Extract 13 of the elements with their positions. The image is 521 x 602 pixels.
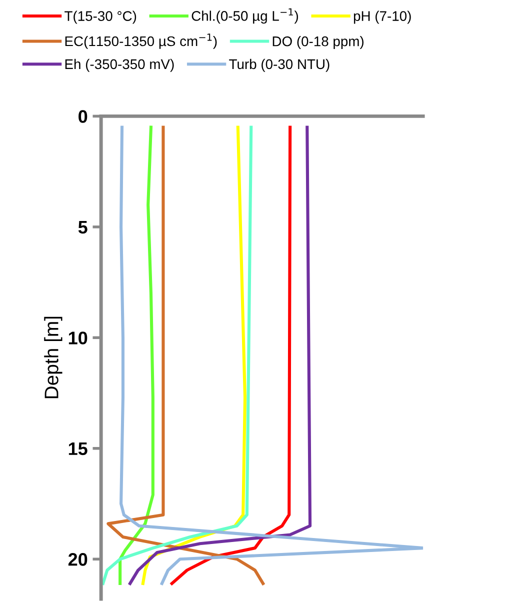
- y-axis-title: Depth [m]: [44, 316, 62, 398]
- y-tick-label: 15: [68, 442, 88, 456]
- y-tick-label: 0: [78, 110, 88, 123]
- legend-label: EC(1150-1350 µS cm$^{−1}$): [65, 34, 217, 49]
- legend-label: Turb (0-30 NTU): [229, 58, 330, 72]
- y-tick-label: 20: [68, 553, 88, 566]
- legend-label: T(15-30 °C): [64, 10, 136, 24]
- legend-label: pH (7-10): [354, 10, 411, 24]
- legend-label: Eh (-350-350 mV): [65, 58, 174, 72]
- legend-label: Chl.(0-50 µg L$^{−1}$): [192, 8, 298, 24]
- legend-label: DO (0-18 ppm): [272, 36, 364, 49]
- y-tick-label: 10: [68, 332, 88, 344]
- y-tick-label: 5: [78, 221, 88, 234]
